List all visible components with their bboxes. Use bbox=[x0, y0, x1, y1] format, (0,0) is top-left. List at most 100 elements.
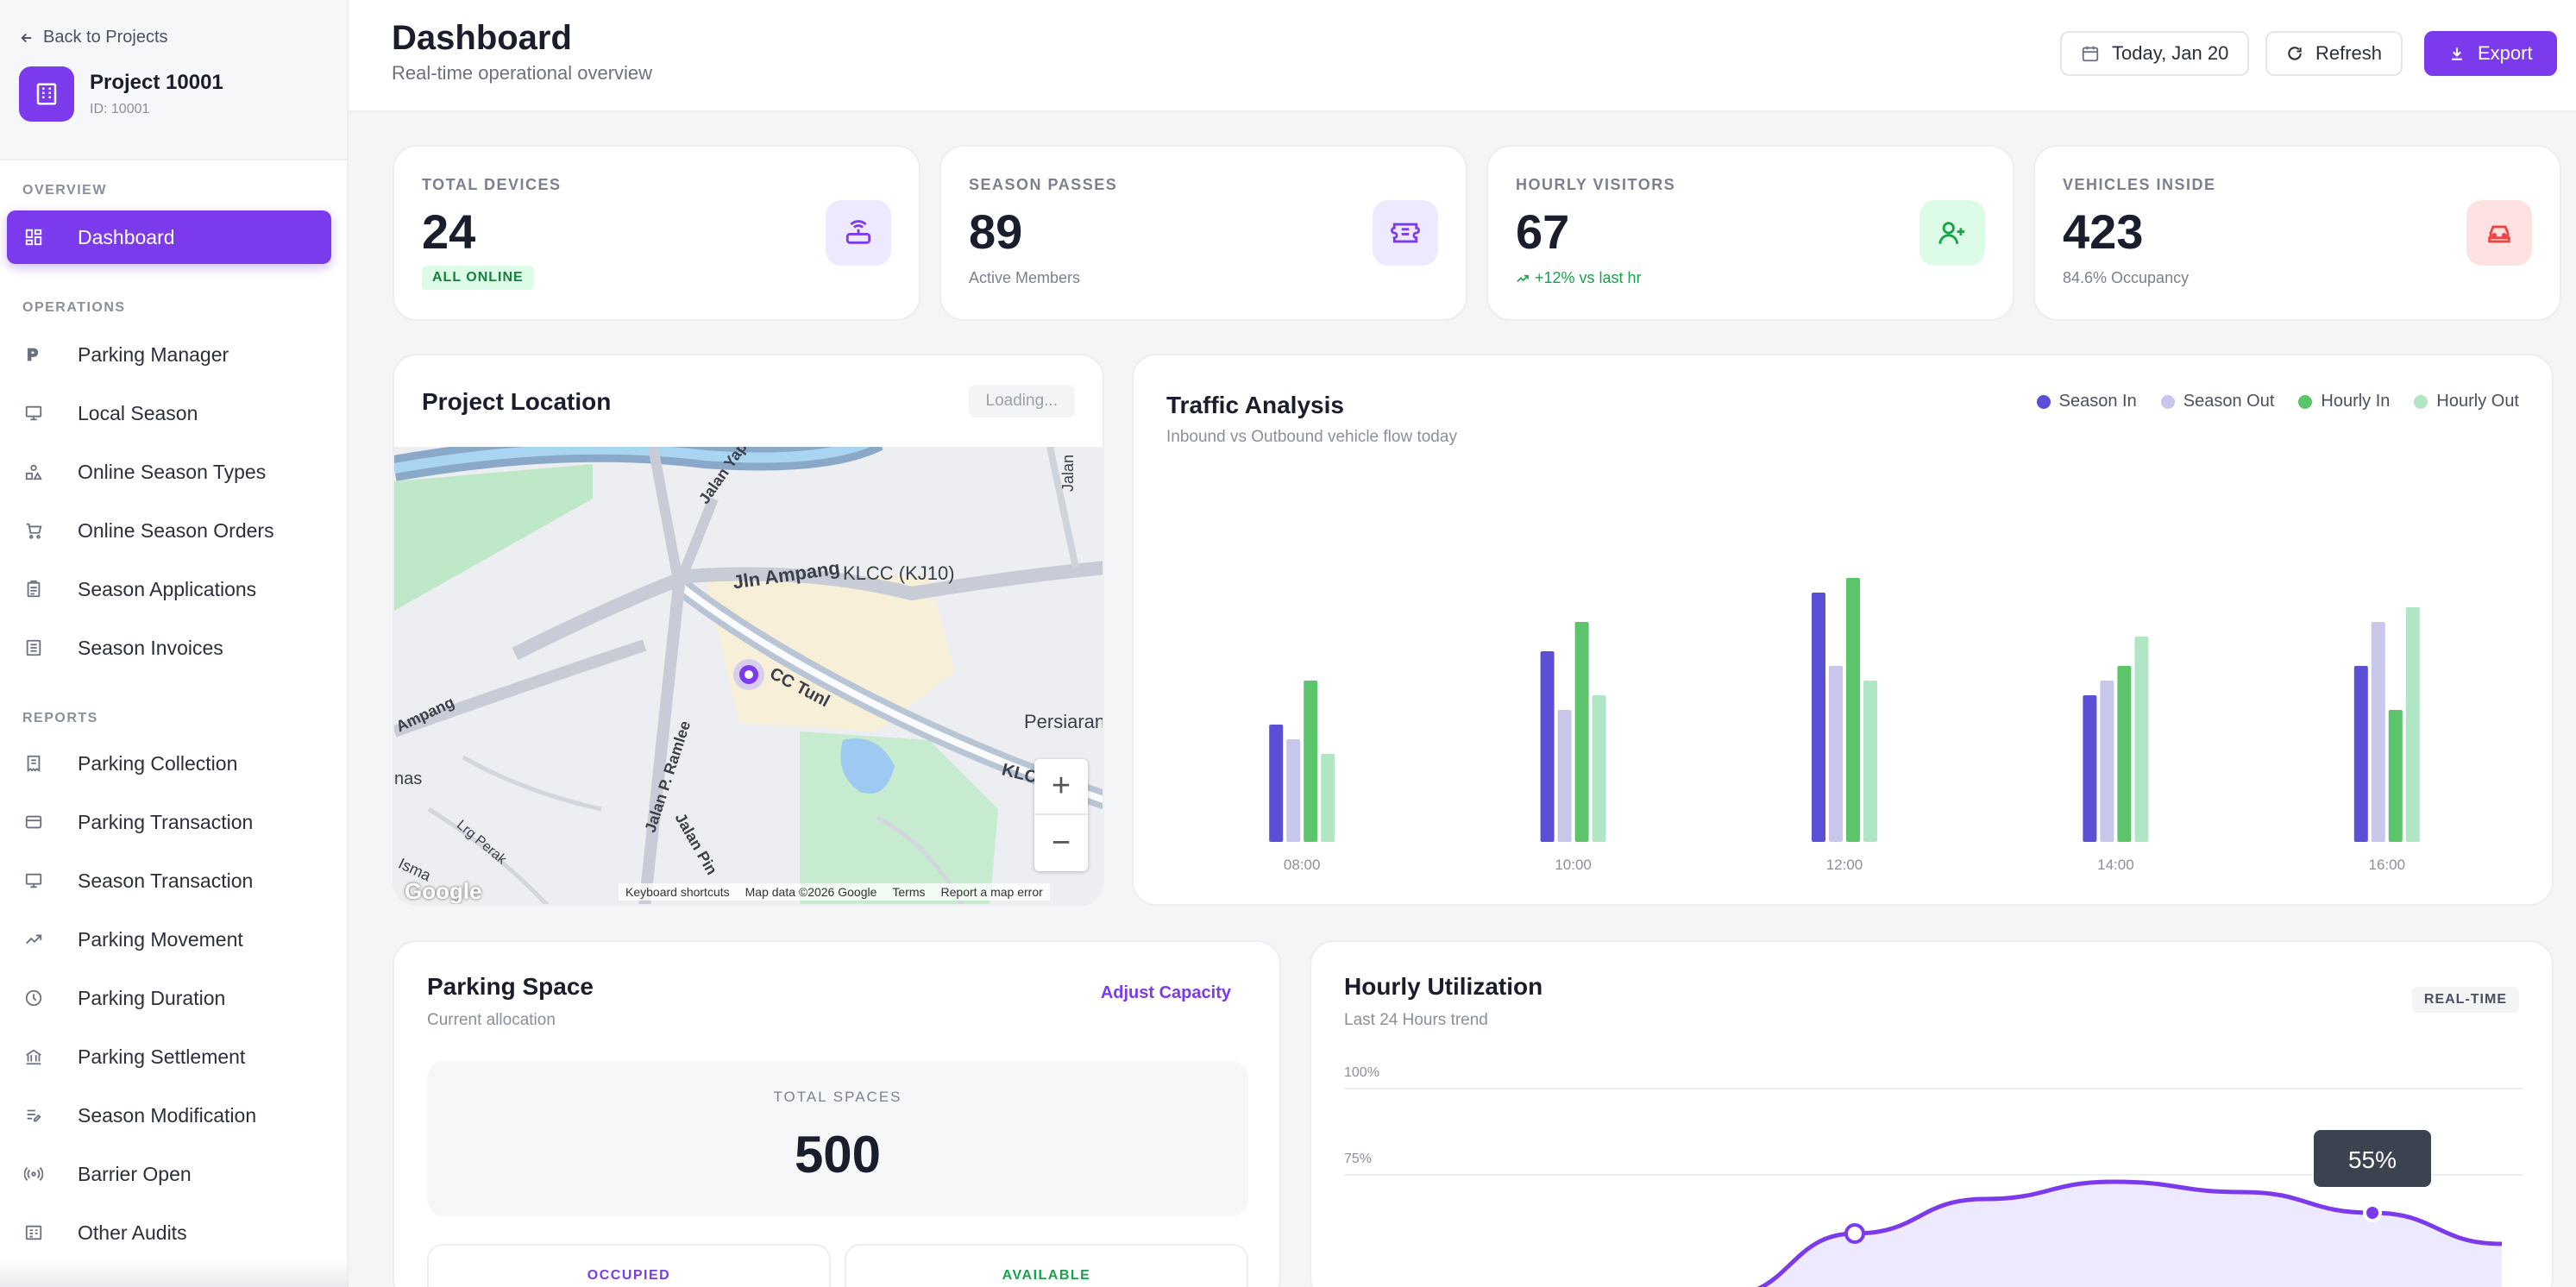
project-header: Project 10001 ID: 10001 bbox=[19, 66, 328, 122]
sidebar: Back to Projects Project 10001 ID: 10001… bbox=[0, 0, 349, 1287]
sidebar-item-season-applications[interactable]: Season Applications bbox=[7, 562, 331, 616]
bar-hourly-in-12:00[interactable] bbox=[1846, 578, 1860, 842]
sidebar-item-other-audits[interactable]: Other Audits bbox=[7, 1206, 331, 1259]
clock-icon bbox=[25, 989, 42, 1007]
legend-item: Season Out bbox=[2160, 392, 2274, 411]
sidebar-item-online-season-types[interactable]: Online Season Types bbox=[7, 445, 331, 499]
zoom-out-button[interactable]: − bbox=[1051, 825, 1071, 861]
bar-hourly-in-08:00[interactable] bbox=[1304, 681, 1318, 842]
arrow-left-icon bbox=[21, 33, 32, 42]
project-name: Project 10001 bbox=[90, 71, 223, 94]
bar-season-out-08:00[interactable] bbox=[1286, 739, 1301, 842]
zoom-in-button[interactable]: + bbox=[1034, 759, 1088, 815]
kpi-sub: Active Members bbox=[969, 269, 1081, 286]
bar-season-out-12:00[interactable] bbox=[1829, 666, 1843, 842]
zoom-controls: + − bbox=[1034, 759, 1088, 871]
map[interactable]: Jln Ampang KLCC (KJ10) Persiaran Jalan P… bbox=[394, 447, 1104, 904]
sidebar-header: Back to Projects Project 10001 ID: 10001 bbox=[0, 0, 347, 160]
bar-season-out-10:00[interactable] bbox=[1557, 710, 1572, 842]
trend-icon bbox=[26, 934, 42, 945]
hourly-utilization-card: Hourly Utilization Last 24 Hours trend R… bbox=[1310, 940, 2554, 1287]
bar-season-in-12:00[interactable] bbox=[1812, 593, 1825, 842]
total-spaces-label: TOTAL SPACES bbox=[773, 1089, 902, 1105]
date-label: Today, Jan 20 bbox=[2112, 42, 2229, 64]
sidebar-item-label: Season Transaction bbox=[78, 869, 254, 892]
sidebar-item-local-season[interactable]: Local Season bbox=[7, 386, 331, 440]
kpi-sub: 84.6% Occupancy bbox=[2063, 269, 2190, 286]
map-footer: Keyboard shortcuts Map data ©2026 Google… bbox=[619, 883, 1050, 901]
sidebar-item-label: Season Invoices bbox=[78, 636, 223, 659]
sidebar-item-label: Parking Transaction bbox=[78, 810, 254, 833]
x-tick-label: 10:00 bbox=[1555, 857, 1592, 873]
back-to-projects-link[interactable]: Back to Projects bbox=[19, 28, 328, 47]
ticket-icon bbox=[1373, 200, 1438, 266]
monitor-icon bbox=[25, 873, 42, 888]
bar-season-in-16:00[interactable] bbox=[2353, 666, 2368, 842]
bar-hourly-out-10:00[interactable] bbox=[1592, 695, 1606, 842]
refresh-button[interactable]: Refresh bbox=[2265, 31, 2403, 76]
building-icon bbox=[19, 66, 74, 122]
refresh-icon bbox=[2288, 47, 2302, 60]
available-label: AVAILABLE bbox=[1002, 1268, 1091, 1283]
data-point[interactable] bbox=[1844, 1223, 1865, 1244]
realtime-badge: REAL-TIME bbox=[2411, 987, 2519, 1013]
utilization-area bbox=[1761, 1182, 2502, 1287]
utilization-subtitle: Last 24 Hours trend bbox=[1344, 1011, 1488, 1029]
download-icon bbox=[2452, 47, 2462, 60]
sidebar-item-parking-manager[interactable]: P Parking Manager bbox=[7, 328, 331, 381]
data-point[interactable] bbox=[2363, 1203, 2382, 1222]
bar-season-in-14:00[interactable] bbox=[2083, 695, 2097, 842]
sidebar-item-parking-movement[interactable]: Parking Movement bbox=[7, 913, 331, 966]
refresh-label: Refresh bbox=[2315, 42, 2383, 64]
kpi-value: 423 bbox=[2063, 204, 2144, 259]
parking-title: Parking Space bbox=[427, 973, 594, 1000]
kpi-label: SEASON PASSES bbox=[969, 176, 1118, 193]
bank-icon bbox=[26, 1049, 41, 1065]
project-id: ID: 10001 bbox=[90, 102, 150, 116]
utilization-title: Hourly Utilization bbox=[1344, 973, 1543, 1000]
credit-card-icon bbox=[25, 815, 42, 829]
parking-space-card: Parking Space Current allocation Adjust … bbox=[393, 940, 1281, 1287]
date-picker-button[interactable]: Today, Jan 20 bbox=[2060, 31, 2250, 76]
sidebar-item-barrier-open[interactable]: Barrier Open bbox=[7, 1147, 331, 1201]
bar-season-in-10:00[interactable] bbox=[1540, 651, 1555, 842]
sidebar-item-season-modification[interactable]: Season Modification bbox=[7, 1089, 331, 1142]
sidebar-item-season-invoices[interactable]: Season Invoices bbox=[7, 621, 331, 675]
back-label: Back to Projects bbox=[43, 28, 168, 47]
x-tick-label: 14:00 bbox=[2097, 857, 2134, 873]
project-location-card: Project Location Loading... bbox=[393, 354, 1104, 906]
section-reports: REPORTS bbox=[22, 711, 98, 725]
bar-season-out-14:00[interactable] bbox=[2100, 681, 2114, 842]
terms-link[interactable]: Terms bbox=[892, 885, 926, 899]
legend-item: Season In bbox=[2036, 392, 2137, 411]
router-icon bbox=[826, 200, 891, 266]
bar-season-out-16:00[interactable] bbox=[2371, 622, 2385, 842]
shapes-icon bbox=[25, 464, 42, 480]
bar-hourly-in-14:00[interactable] bbox=[2117, 666, 2132, 842]
sidebar-item-parking-collection[interactable]: Parking Collection bbox=[7, 737, 331, 790]
map-label: Persiaran bbox=[1024, 711, 1104, 732]
bar-season-in-08:00[interactable] bbox=[1269, 725, 1284, 842]
bar-hourly-out-08:00[interactable] bbox=[1321, 754, 1335, 842]
tooltip-value: 55% bbox=[2348, 1146, 2397, 1173]
bar-hourly-out-14:00[interactable] bbox=[2134, 637, 2149, 842]
bar-hourly-out-16:00[interactable] bbox=[2405, 607, 2420, 842]
sidebar-item-parking-transaction[interactable]: Parking Transaction bbox=[7, 795, 331, 849]
legend-item: Hourly Out bbox=[2414, 392, 2519, 411]
bar-hourly-in-16:00[interactable] bbox=[2388, 710, 2403, 842]
sidebar-item-season-transaction[interactable]: Season Transaction bbox=[7, 854, 331, 907]
kpi-trend: +12% vs last hr bbox=[1516, 269, 1642, 287]
section-overview: OVERVIEW bbox=[22, 183, 107, 198]
sidebar-item-parking-settlement[interactable]: Parking Settlement bbox=[7, 1030, 331, 1083]
bar-hourly-out-12:00[interactable] bbox=[1863, 681, 1877, 842]
report-map-error-link[interactable]: Report a map error bbox=[940, 885, 1043, 899]
trend-up-icon bbox=[1517, 274, 1529, 282]
sidebar-item-parking-duration[interactable]: Parking Duration bbox=[7, 971, 331, 1025]
sidebar-item-online-season-orders[interactable]: Online Season Orders bbox=[7, 504, 331, 557]
keyboard-shortcuts-link[interactable]: Keyboard shortcuts bbox=[625, 885, 730, 899]
bar-hourly-in-10:00[interactable] bbox=[1574, 622, 1589, 842]
adjust-capacity-link[interactable]: Adjust Capacity bbox=[1100, 983, 1231, 1002]
sidebar-item-dashboard[interactable]: Dashboard bbox=[7, 210, 331, 264]
export-button[interactable]: Export bbox=[2424, 31, 2557, 76]
utilization-chart: 100% 75% 55% bbox=[1344, 1065, 2523, 1287]
